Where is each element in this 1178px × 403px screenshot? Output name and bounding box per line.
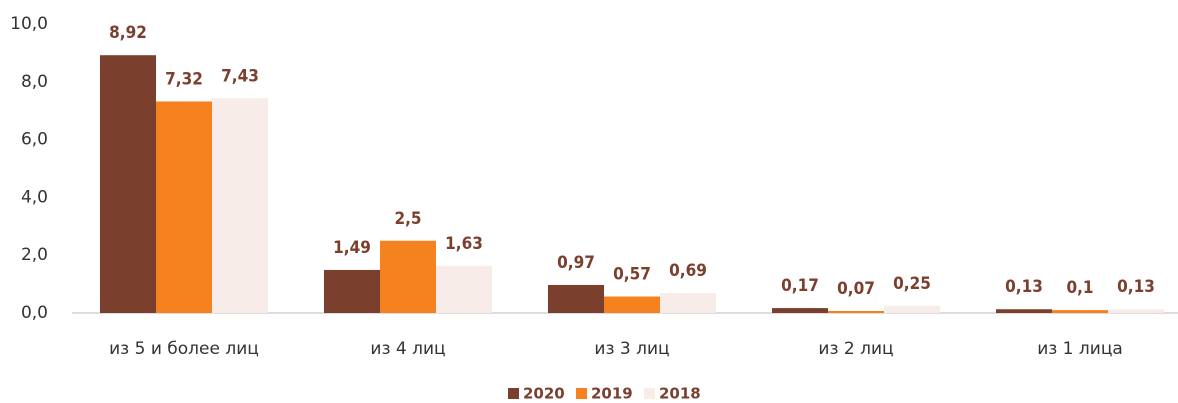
value-label: 8,92 [109, 23, 147, 43]
legend-label: 2020 [523, 385, 565, 403]
bar [828, 310, 884, 313]
legend-swatch [644, 388, 655, 399]
bar [884, 305, 940, 313]
x-tick-label: из 3 лиц [594, 339, 669, 359]
bar [1108, 309, 1164, 313]
legend-swatch [508, 388, 519, 399]
bar [156, 101, 212, 314]
bar [436, 265, 492, 313]
x-tick-label: из 2 лиц [818, 339, 893, 359]
legend-label: 2018 [659, 385, 701, 403]
y-tick-label: 8,0 [21, 72, 48, 92]
x-tick-label: из 1 лица [1037, 339, 1123, 359]
y-tick-label: 4,0 [21, 187, 48, 207]
bar [604, 296, 660, 313]
value-label: 0,13 [1117, 277, 1155, 297]
bar [996, 309, 1052, 313]
y-tick-label: 0,0 [21, 303, 48, 323]
value-label: 0,07 [837, 279, 875, 299]
bar [100, 55, 156, 313]
value-label: 0,1 [1066, 278, 1093, 298]
value-label: 1,63 [445, 234, 483, 254]
bar [772, 308, 828, 313]
value-label: 0,57 [613, 265, 651, 285]
value-label: 0,69 [669, 261, 707, 281]
bar [324, 269, 380, 313]
x-tick-label: из 5 и более лиц [109, 339, 259, 359]
value-label: 0,17 [781, 276, 819, 296]
bar [548, 284, 604, 313]
x-tick-label: из 4 лиц [370, 339, 445, 359]
value-label: 0,25 [893, 274, 931, 294]
value-label: 0,13 [1005, 277, 1043, 297]
value-label: 0,97 [557, 253, 595, 273]
legend-swatch [576, 388, 587, 399]
y-tick-label: 6,0 [21, 130, 48, 150]
bar [380, 240, 436, 313]
y-tick-label: 10,0 [10, 14, 48, 34]
value-label: 1,49 [333, 238, 371, 258]
value-label: 2,5 [394, 209, 421, 229]
legend-label: 2019 [591, 385, 633, 403]
bar [660, 293, 716, 313]
bar [1052, 310, 1108, 313]
value-label: 7,32 [165, 69, 203, 89]
bar [212, 98, 268, 313]
y-tick-label: 2,0 [21, 245, 48, 265]
value-label: 7,43 [221, 66, 259, 86]
